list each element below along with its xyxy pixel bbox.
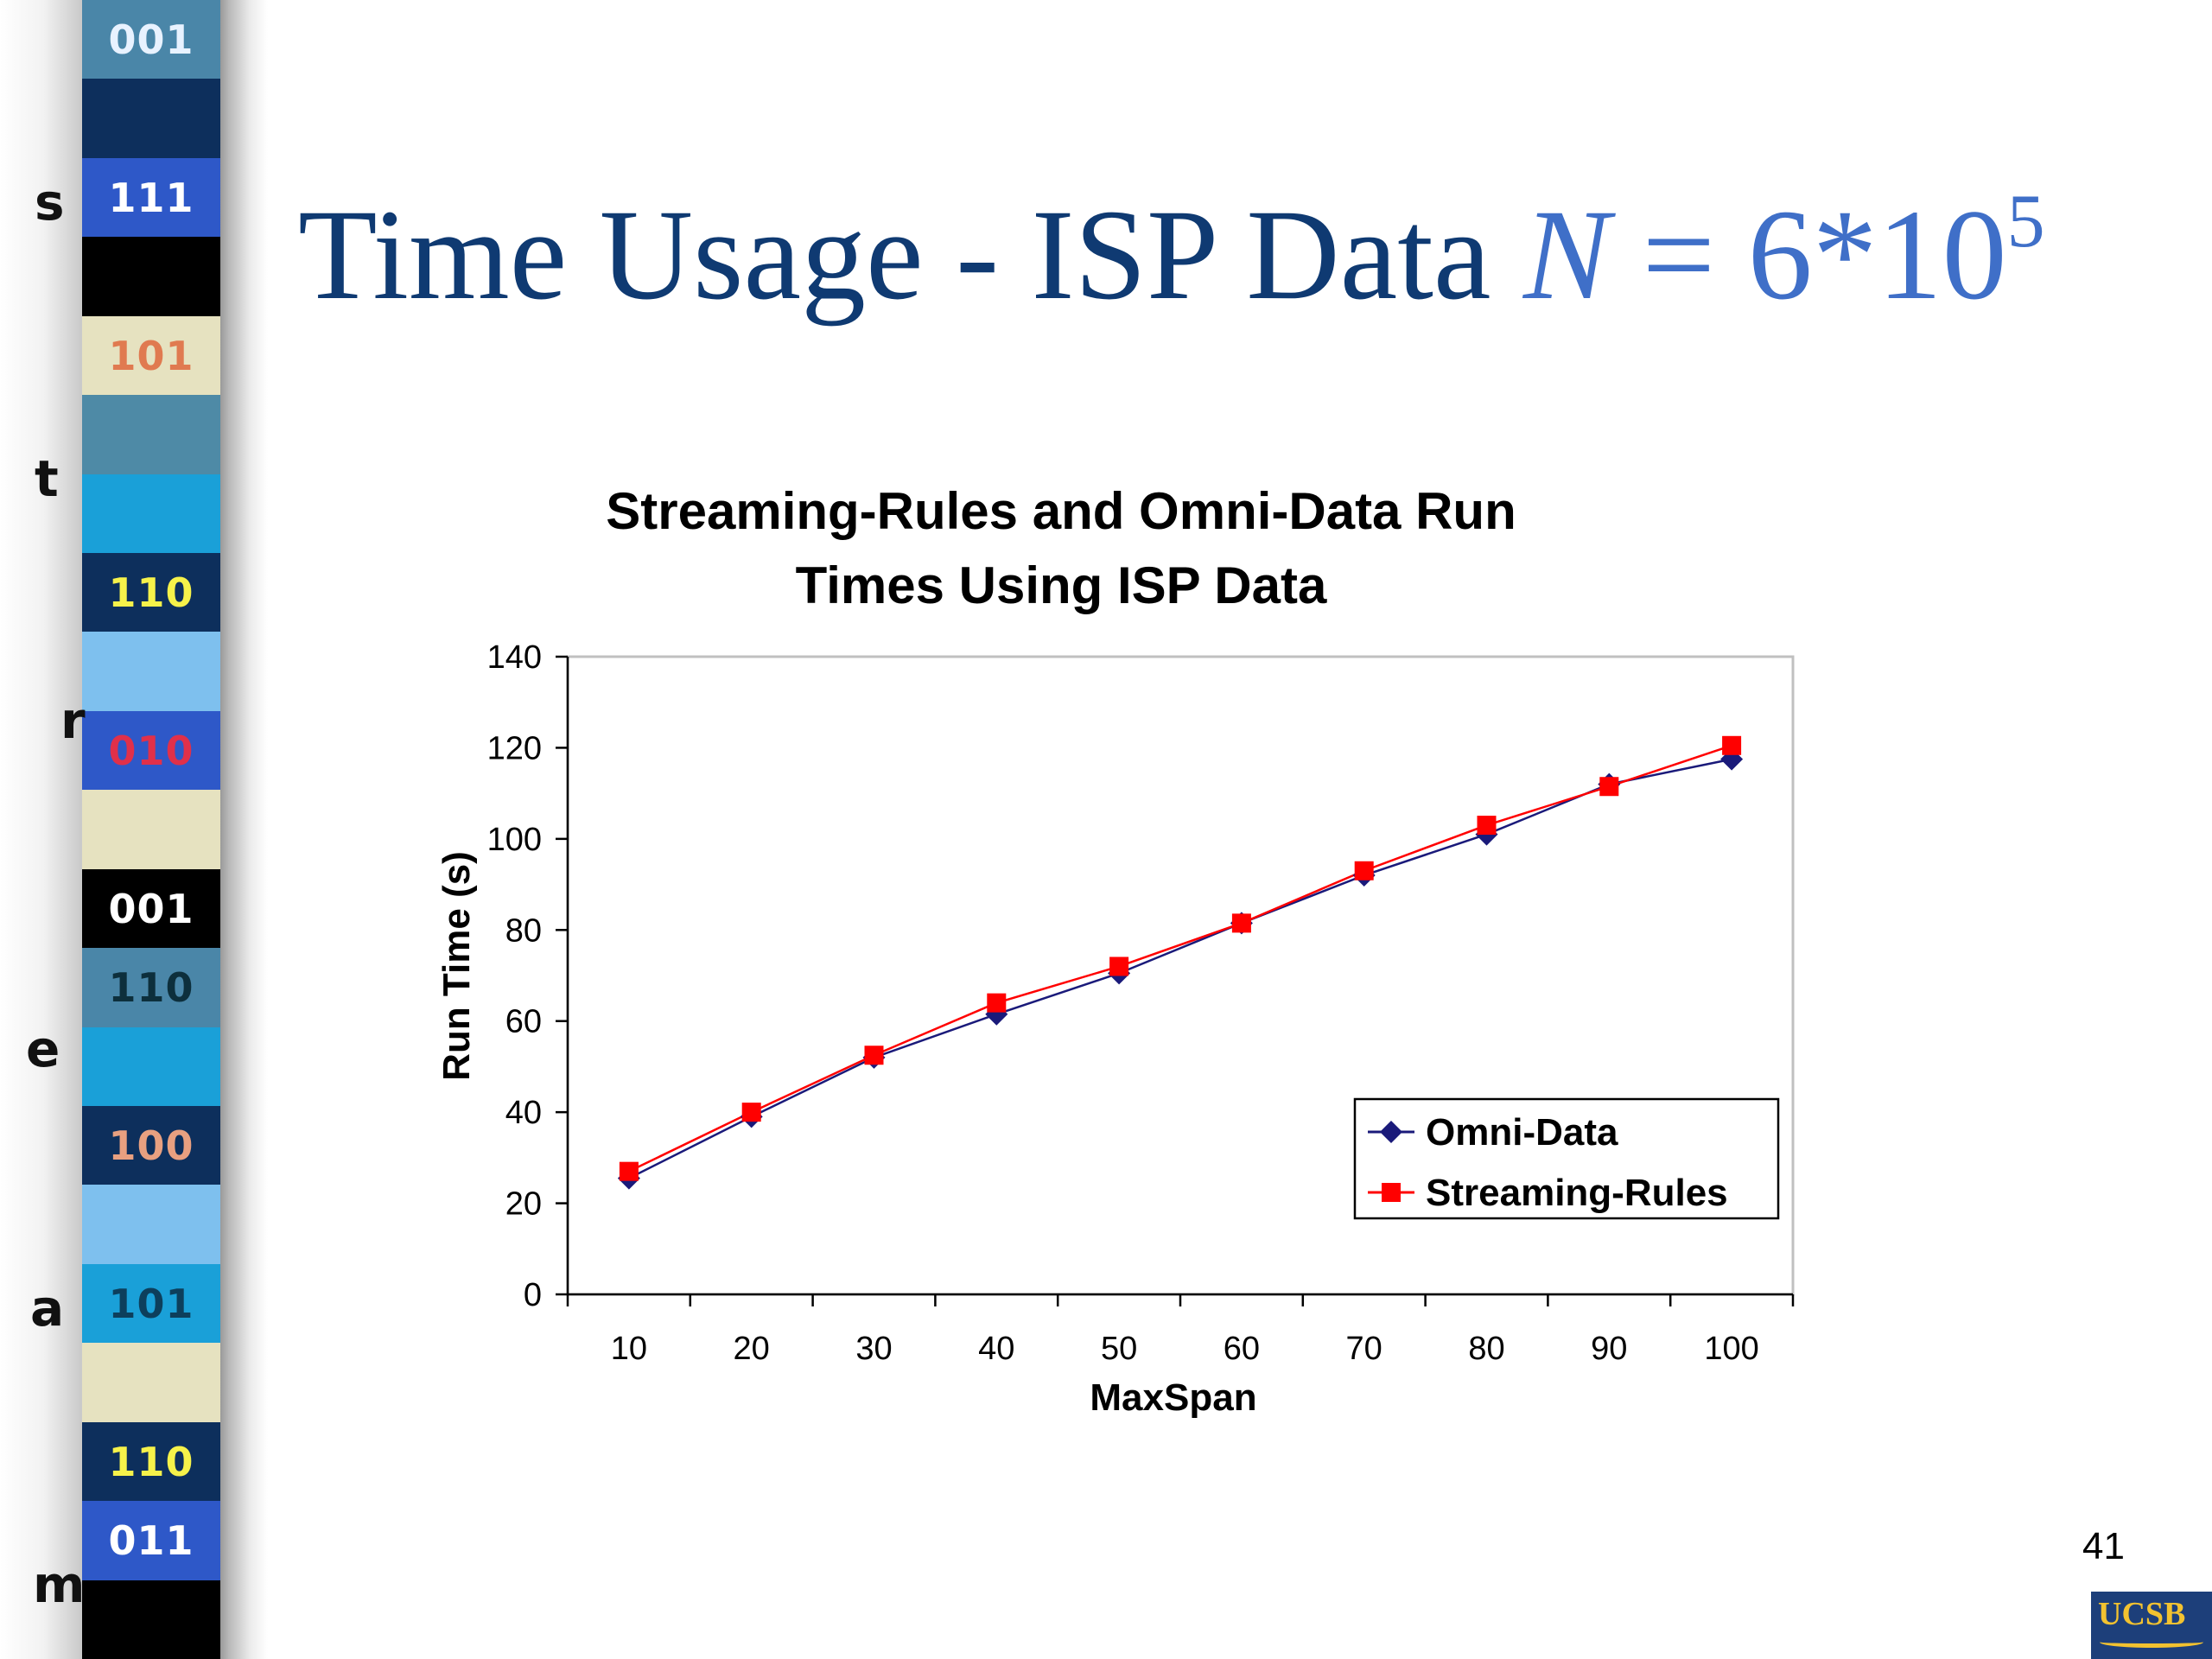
- legend-label-omni-data: Omni-Data: [1426, 1111, 1618, 1154]
- x-tick-label: 70: [1346, 1331, 1382, 1367]
- strip-band-label: 001: [108, 885, 194, 932]
- strip-band-label: 110: [108, 569, 194, 617]
- data-point-streaming-rules: [1231, 913, 1251, 933]
- stream-letter: s: [35, 173, 65, 232]
- strip-band: 010: [82, 710, 220, 791]
- title-formula: N = 6*105: [1522, 180, 2045, 327]
- strip-band-label: 110: [108, 1438, 194, 1485]
- strip-band: [82, 1343, 220, 1423]
- strip-band: 001: [82, 0, 220, 80]
- strip-band: 011: [82, 1501, 220, 1581]
- stream-letter: t: [35, 449, 59, 508]
- y-tick-label: 120: [487, 730, 542, 766]
- logo-wave: [2100, 1637, 2203, 1648]
- strip-band-label: 110: [108, 964, 194, 1012]
- strip-band: [82, 1027, 220, 1107]
- strip-band: 001: [82, 868, 220, 950]
- formula-variable: N: [1522, 183, 1611, 327]
- data-point-streaming-rules: [987, 993, 1007, 1013]
- title-text: Time Usage - ISP Data: [298, 183, 1523, 327]
- x-tick-label: 90: [1591, 1331, 1627, 1367]
- strip-band: 110: [82, 1421, 220, 1503]
- strip-band: 110: [82, 948, 220, 1028]
- stream-letter: m: [33, 1555, 86, 1614]
- strip-band: 101: [82, 315, 220, 397]
- x-tick-label: 20: [734, 1331, 770, 1367]
- legend-label-streaming-rules: Streaming-Rules: [1426, 1172, 1728, 1214]
- data-point-streaming-rules: [741, 1103, 761, 1122]
- strip-band: [82, 395, 220, 475]
- series-line-omni-data: [628, 758, 1732, 1179]
- data-point-streaming-rules: [619, 1161, 639, 1181]
- formula-exponent: 5: [2006, 180, 2045, 264]
- strip-band: [82, 1185, 220, 1265]
- strip-band-label: 101: [108, 1281, 194, 1328]
- strip-band: 111: [82, 157, 220, 238]
- strip-band: 101: [82, 1263, 220, 1344]
- x-tick-label: 40: [978, 1331, 1014, 1367]
- strip-band: 110: [82, 553, 220, 633]
- strip-band-label: 100: [108, 1122, 194, 1170]
- strip-band: [82, 790, 220, 870]
- legend-marker-streaming-rules: [1382, 1183, 1401, 1202]
- y-axis-label: Run Time (s): [435, 851, 478, 1081]
- y-tick-label: 40: [505, 1095, 542, 1131]
- data-point-streaming-rules: [1109, 957, 1129, 976]
- stream-letter: r: [60, 691, 86, 750]
- strip-band: [82, 632, 220, 712]
- y-tick-label: 140: [487, 639, 542, 676]
- x-tick-label: 80: [1468, 1331, 1504, 1367]
- ucsb-logo: UCSB: [2091, 1592, 2212, 1659]
- logo-text: UCSB: [2098, 1596, 2186, 1632]
- strip-band: [82, 79, 220, 159]
- y-tick-label: 0: [524, 1277, 542, 1313]
- y-tick-label: 80: [505, 912, 542, 949]
- series-layer: [617, 735, 1744, 1190]
- legend: Omni-Data Streaming-Rules: [1353, 1097, 1780, 1220]
- y-tick-label: 20: [505, 1186, 542, 1223]
- strip-band-label: 001: [108, 16, 194, 64]
- x-tick-label: 10: [611, 1331, 647, 1367]
- x-axis-label: MaxSpan: [1090, 1376, 1256, 1419]
- data-point-streaming-rules: [1477, 816, 1497, 836]
- legend-marker-omni-data: [1380, 1121, 1402, 1143]
- axes: 0 20 40 60 80 100 120 140 10 20 30 40 50 60 70 80 90 100: [487, 639, 1795, 1367]
- data-point-streaming-rules: [1722, 735, 1742, 755]
- strip-band-label: 111: [108, 175, 194, 222]
- data-point-streaming-rules: [1354, 861, 1374, 880]
- data-point-streaming-rules: [1599, 777, 1619, 797]
- legend-box: [1353, 1097, 1780, 1220]
- data-point-streaming-rules: [864, 1046, 884, 1065]
- x-tick-label: 60: [1224, 1331, 1260, 1367]
- y-tick-label: 60: [505, 1004, 542, 1040]
- x-tick-label: 100: [1704, 1331, 1758, 1367]
- x-tick-label: 50: [1101, 1331, 1137, 1367]
- formula-equation: = 6*10: [1610, 183, 2007, 327]
- y-tick-label: 100: [487, 822, 542, 858]
- strip-band-label: 011: [108, 1517, 194, 1565]
- strip-band: 100: [82, 1106, 220, 1186]
- page-number: 41: [2082, 1525, 2125, 1567]
- strip-band-label: 101: [108, 332, 194, 379]
- strip-band-label: 010: [108, 728, 194, 775]
- stream-letter: e: [26, 1020, 60, 1078]
- strip-band: [82, 237, 220, 317]
- strip-band: [82, 1580, 220, 1659]
- chart-title-line-2: Times Using ISP Data: [796, 556, 1327, 614]
- series-line-streaming-rules: [628, 744, 1732, 1173]
- x-tick-label: 30: [855, 1331, 892, 1367]
- slide-title: Time Usage - ISP Data N = 6*105: [298, 177, 2113, 352]
- chart-title-line-1: Streaming-Rules and Omni-Data Run: [606, 482, 1516, 540]
- strip-band: [82, 474, 220, 554]
- stream-letter: a: [30, 1279, 65, 1338]
- binary-stream-strip: 001 111 101 110 010 001 110 100 101 110 011: [82, 0, 220, 1659]
